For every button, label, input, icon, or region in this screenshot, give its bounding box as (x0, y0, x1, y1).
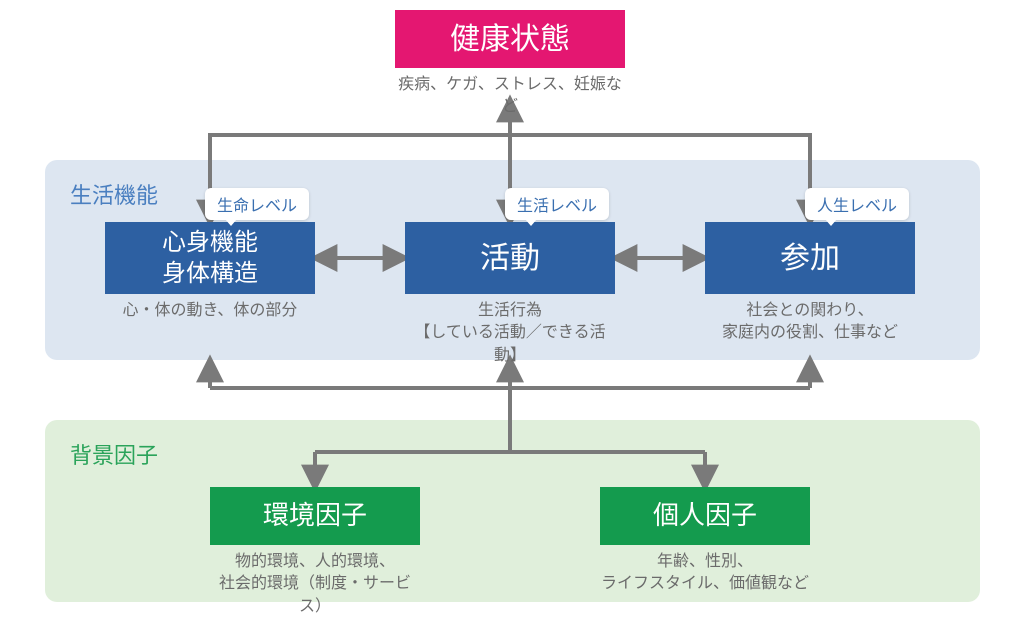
bubble-activity: 生活レベル (505, 188, 609, 220)
desc-environment: 物的環境、人的環境、 社会的環境（制度・サービス） (210, 551, 420, 618)
node-activity-label: 活動 (480, 239, 540, 278)
desc-participation: 社会との関わり、 家庭内の役割、仕事など (705, 300, 915, 345)
desc-health: 疾病、ケガ、ストレス、妊娠など (395, 74, 625, 119)
node-personal: 個人因子 (600, 487, 810, 545)
section-label-context: 背景因子 (70, 438, 158, 470)
desc-activity: 生活行為 【している活動／できる活動】 (405, 300, 615, 367)
node-environment: 環境因子 (210, 487, 420, 545)
node-personal-label: 個人因子 (653, 499, 757, 533)
section-label-life-function: 生活機能 (70, 178, 158, 210)
node-body-label: 心身機能 身体構造 (162, 227, 258, 289)
desc-personal: 年齢、性別、 ライフスタイル、価値観など (600, 551, 810, 596)
node-health-label: 健康状態 (450, 20, 570, 59)
bubble-participation: 人生レベル (805, 188, 909, 220)
node-participation: 参加 (705, 222, 915, 294)
node-participation-label: 参加 (780, 239, 840, 278)
desc-body: 心・体の動き、体の部分 (105, 300, 315, 322)
node-health: 健康状態 (395, 10, 625, 68)
node-environment-label: 環境因子 (263, 499, 367, 533)
bubble-body: 生命レベル (205, 188, 309, 220)
node-activity: 活動 (405, 222, 615, 294)
section-context (45, 420, 980, 602)
node-body: 心身機能 身体構造 (105, 222, 315, 294)
